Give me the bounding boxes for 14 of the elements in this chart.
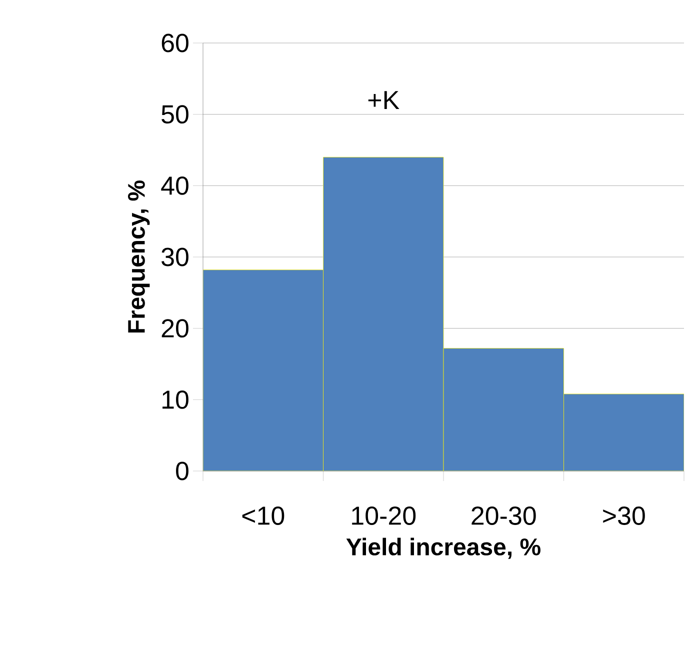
annotation: +K xyxy=(368,91,400,110)
y-tick-label: 20 xyxy=(162,319,188,338)
x-tick-label: 10-20 xyxy=(352,506,416,525)
y-tick-label: 10 xyxy=(162,390,188,409)
x-axis-title: Yield increase, % xyxy=(346,538,540,559)
x-tick-label: >30 xyxy=(603,506,645,525)
y-tick-label: 60 xyxy=(162,34,188,52)
y-tick-label: 30 xyxy=(162,248,188,266)
y-tick-label: 0 xyxy=(176,462,188,480)
y-axis-title: Frequency, % xyxy=(128,180,150,333)
x-tick-label: <10 xyxy=(242,506,284,525)
y-tick-label: 50 xyxy=(162,105,188,124)
x-tick-label: 20-30 xyxy=(472,506,536,525)
y-tick-label: 40 xyxy=(161,176,188,195)
